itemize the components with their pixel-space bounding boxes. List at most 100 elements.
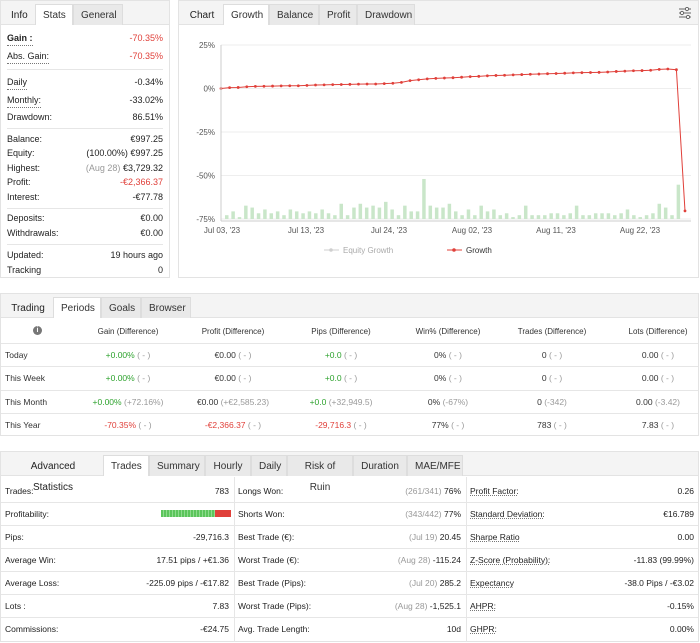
legend-growth[interactable]: Growth bbox=[466, 246, 492, 255]
equity-bar bbox=[473, 215, 477, 219]
balance-label: Balance: bbox=[7, 134, 43, 144]
stat-note: (343/442) bbox=[405, 509, 442, 519]
equity-bar bbox=[314, 213, 318, 219]
stat-value: 0.26 bbox=[677, 480, 694, 502]
equity-bar bbox=[275, 211, 280, 219]
stat-note: (Jul 19) bbox=[409, 532, 438, 542]
period-difference: ( - ) bbox=[548, 350, 563, 360]
stat-value-text: -0.15% bbox=[667, 601, 694, 611]
chart-tabbar: Chart Growth Balance Profit Drawdown bbox=[179, 1, 698, 25]
period-label: This Year bbox=[5, 420, 41, 430]
stat-value: 17.51 pips / +€1.36 bbox=[156, 549, 229, 571]
growth-point bbox=[245, 85, 249, 89]
equity-bar bbox=[377, 207, 382, 219]
period-difference: ( - ) bbox=[238, 350, 252, 360]
period-difference: (-342) bbox=[544, 397, 567, 407]
growth-point bbox=[400, 81, 403, 84]
stat-value-text: -225.09 pips / -€17.82 bbox=[146, 578, 229, 588]
stat-value-text: 20.45 bbox=[439, 532, 461, 542]
stat-value: -€24.75 bbox=[200, 618, 229, 640]
tab-hourly[interactable]: Hourly bbox=[205, 455, 251, 476]
period-value: €0.00 bbox=[196, 397, 219, 407]
period-difference: ( - ) bbox=[137, 350, 151, 360]
growth-point bbox=[460, 75, 463, 79]
tab-risk-of-ruin[interactable]: Risk of Ruin bbox=[287, 455, 353, 493]
tab-drawdown[interactable]: Drawdown bbox=[357, 4, 415, 25]
tab-browser[interactable]: Browser bbox=[141, 297, 191, 318]
tab-profit[interactable]: Profit bbox=[319, 4, 357, 25]
period-cell: 0 ( - ) bbox=[492, 344, 612, 366]
tab-general[interactable]: General bbox=[73, 4, 123, 25]
equity-bar bbox=[581, 215, 585, 219]
info-row-abs-gain: Abs. Gain: -70.35% bbox=[7, 49, 163, 64]
period-value: 77% bbox=[431, 420, 449, 430]
stat-value-text: 76% bbox=[443, 486, 461, 496]
stat-value-text: 10d bbox=[446, 624, 461, 634]
profit-value: -€2,366.37 bbox=[119, 177, 163, 187]
period-cell: 0 ( - ) bbox=[492, 367, 612, 389]
equity-bar bbox=[307, 211, 312, 219]
period-value: 0.00 bbox=[641, 350, 659, 360]
period-value: 0.00 bbox=[641, 373, 659, 383]
growth-point bbox=[425, 77, 429, 81]
equity-bar bbox=[549, 213, 553, 219]
tab-trades[interactable]: Trades bbox=[103, 455, 149, 476]
equity-bar bbox=[536, 215, 541, 219]
equity-bar bbox=[638, 217, 642, 219]
growth-point bbox=[322, 83, 326, 87]
deposits-value: €0.00 bbox=[140, 213, 163, 223]
period-value: 0% bbox=[427, 397, 441, 407]
abs-gain-value: -70.35% bbox=[129, 51, 163, 61]
stat-value: 7.83 bbox=[212, 595, 229, 617]
equity-bar bbox=[326, 213, 331, 219]
tab-stats[interactable]: Stats bbox=[35, 4, 73, 25]
y-tick-label: -75% bbox=[196, 215, 215, 224]
legend-equity-growth[interactable]: Equity Growth bbox=[343, 246, 393, 255]
period-cell: +0.00% ( - ) bbox=[68, 344, 188, 366]
period-label: This Week bbox=[5, 373, 45, 383]
tab-chart[interactable]: Chart bbox=[189, 10, 215, 21]
x-tick-label: Jul 24, '23 bbox=[371, 226, 408, 235]
stat-value-text: 17.51 pips / +€1.36 bbox=[156, 555, 229, 565]
growth-point bbox=[485, 74, 489, 78]
info-row-drawdown: Drawdown: 86.51% bbox=[7, 110, 163, 124]
stat-value: -225.09 pips / -€17.82 bbox=[146, 572, 229, 594]
periods-panel: Trading Periods Goals Browser i Gain (Di… bbox=[0, 293, 699, 436]
growth-point bbox=[339, 83, 343, 86]
tab-info[interactable]: Info bbox=[11, 10, 28, 21]
tab-growth[interactable]: Growth bbox=[223, 4, 269, 25]
tab-summary[interactable]: Summary bbox=[149, 455, 205, 476]
period-difference: ( - ) bbox=[548, 373, 563, 383]
tab-advanced-statistics[interactable]: Advanced Statistics bbox=[30, 461, 76, 493]
row-divider bbox=[1, 390, 698, 391]
stat-label: Z-Score (Probability): bbox=[470, 555, 551, 565]
growth-point bbox=[520, 73, 524, 76]
periods-col-header: Trades (Difference) bbox=[517, 327, 587, 336]
tab-daily[interactable]: Daily bbox=[251, 455, 287, 476]
y-tick-label: -25% bbox=[196, 128, 215, 137]
period-value: €0.00 bbox=[214, 350, 236, 360]
equity-bar bbox=[288, 209, 293, 219]
highest-date: (Aug 28) bbox=[85, 163, 121, 173]
info-row-equity: Equity: (100.00%) €997.25 bbox=[7, 146, 163, 160]
highest-label: Highest: bbox=[7, 163, 41, 173]
equity-bar bbox=[447, 203, 452, 219]
stat-label: Worst Trade (€): bbox=[238, 555, 300, 565]
tab-duration[interactable]: Duration bbox=[353, 455, 407, 476]
stat-value: 0.00% bbox=[670, 618, 694, 640]
stat-value: (343/442) 77% bbox=[405, 503, 461, 525]
sliders-icon[interactable] bbox=[678, 7, 692, 19]
tab-periods[interactable]: Periods bbox=[53, 297, 101, 318]
row-divider bbox=[1, 366, 698, 367]
stat-value: (Aug 28) -1,525.1 bbox=[395, 595, 461, 617]
growth-point bbox=[228, 86, 231, 90]
growth-point bbox=[236, 86, 240, 89]
tab-goals[interactable]: Goals bbox=[101, 297, 141, 318]
growth-point bbox=[253, 85, 257, 88]
tab-trading[interactable]: Trading bbox=[11, 303, 45, 314]
tab-balance[interactable]: Balance bbox=[269, 4, 319, 25]
growth-point bbox=[632, 69, 635, 73]
info-icon[interactable]: i bbox=[33, 326, 42, 335]
tab-mae-mfe[interactable]: MAE/MFE bbox=[407, 455, 463, 476]
growth-point bbox=[546, 72, 549, 76]
